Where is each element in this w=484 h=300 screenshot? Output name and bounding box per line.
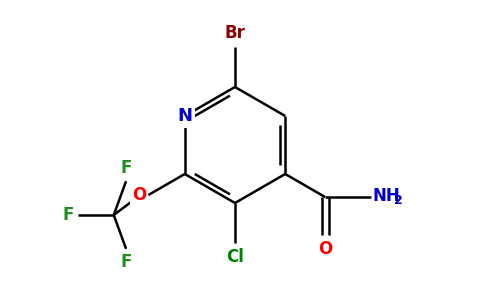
Text: F: F bbox=[121, 253, 132, 271]
Text: F: F bbox=[62, 206, 74, 224]
Text: Br: Br bbox=[225, 24, 245, 42]
Text: N: N bbox=[177, 107, 192, 125]
Text: Cl: Cl bbox=[226, 248, 244, 266]
Text: 2: 2 bbox=[394, 194, 403, 206]
Text: NH: NH bbox=[372, 187, 400, 205]
Text: O: O bbox=[318, 240, 332, 258]
Text: O: O bbox=[132, 186, 146, 204]
Text: F: F bbox=[121, 159, 132, 177]
